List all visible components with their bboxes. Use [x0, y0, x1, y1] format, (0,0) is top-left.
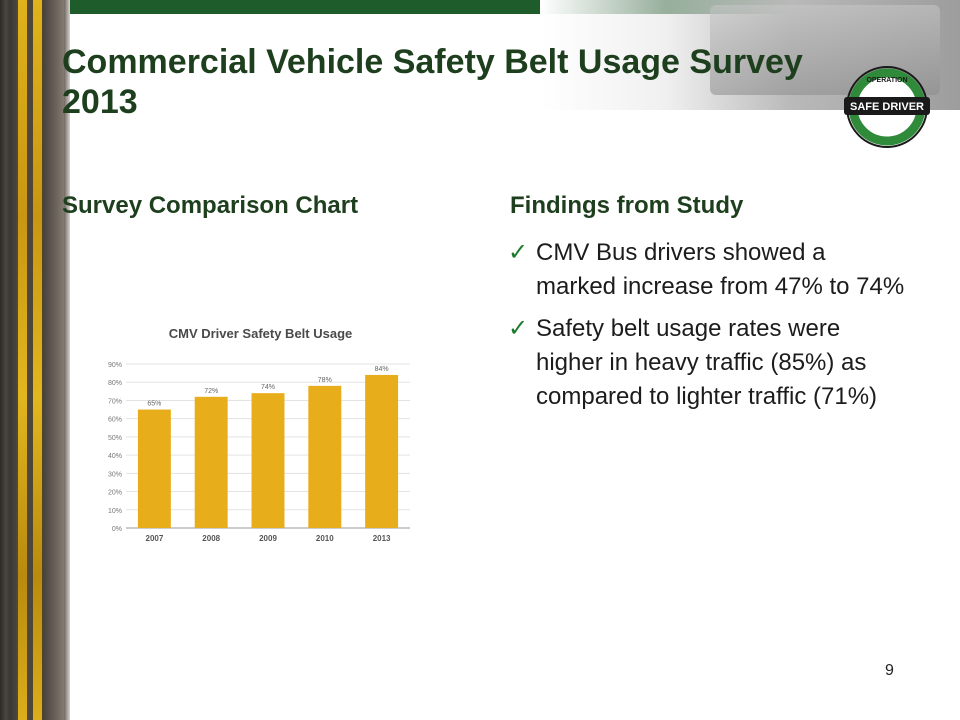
findings-list: ✓ CMV Bus drivers showed a marked increa… [508, 236, 908, 422]
chart-section-heading: Survey Comparison Chart [62, 192, 359, 219]
data-label: 78% [318, 377, 332, 384]
y-tick-label: 10% [108, 508, 122, 515]
bar [365, 374, 399, 528]
bar [137, 409, 171, 528]
x-tick-label: 2010 [316, 534, 334, 543]
chart-plot: 0% 10% 20% 30% 40% 50% 60% 70% 80% 90% 65% 2007 72% 2… [108, 362, 410, 543]
y-tick-label: 30% [108, 471, 122, 478]
x-tick-label: 2009 [259, 534, 277, 543]
svg-text:OPERATION: OPERATION [866, 77, 907, 84]
x-tick-label: 2007 [146, 534, 164, 543]
y-tick-label: 0% [112, 526, 122, 533]
data-label: 74% [261, 384, 275, 391]
data-label: 65% [147, 401, 161, 408]
y-tick-label: 70% [108, 398, 122, 405]
bar [251, 393, 285, 528]
truck-banner-image [540, 0, 960, 110]
finding-item: ✓ CMV Bus drivers showed a marked increa… [508, 236, 908, 304]
y-tick-label: 50% [108, 435, 122, 442]
yellow-lane-line [33, 0, 42, 720]
road-edge [64, 0, 70, 720]
finding-text: Safety belt usage rates were higher in h… [536, 315, 878, 410]
y-tick-label: 90% [108, 362, 122, 369]
finding-item: ✓ Safety belt usage rates were higher in… [508, 312, 908, 414]
bar [308, 385, 342, 528]
bar [194, 396, 228, 528]
finding-text: CMV Bus drivers showed a marked increase… [536, 239, 905, 300]
yellow-lane-line [18, 0, 27, 720]
checkmark-icon: ✓ [508, 239, 529, 266]
data-label: 84% [375, 366, 389, 373]
x-tick-label: 2008 [202, 534, 220, 543]
checkmark-icon: ✓ [508, 315, 529, 342]
y-tick-label: 40% [108, 453, 122, 460]
y-tick-label: 80% [108, 380, 122, 387]
road-stripe-decoration [0, 0, 70, 720]
data-label: 72% [204, 388, 218, 395]
svg-text:SAFE DRIVER: SAFE DRIVER [850, 101, 924, 113]
y-tick-label: 60% [108, 417, 122, 424]
x-tick-label: 2013 [373, 534, 391, 543]
findings-section-heading: Findings from Study [510, 192, 744, 219]
y-tick-label: 20% [108, 490, 122, 497]
page-number: 9 [885, 662, 894, 679]
chart-title: CMV Driver Safety Belt Usage [168, 326, 353, 341]
operation-safe-driver-logo: SAFE DRIVER OPERATION [844, 66, 930, 148]
belt-usage-chart: CMV Driver Safety Belt Usage 0% 10% 20% 30%… [98, 318, 423, 550]
slide-title: Commercial Vehicle Safety Belt Usage Sur… [62, 43, 803, 121]
